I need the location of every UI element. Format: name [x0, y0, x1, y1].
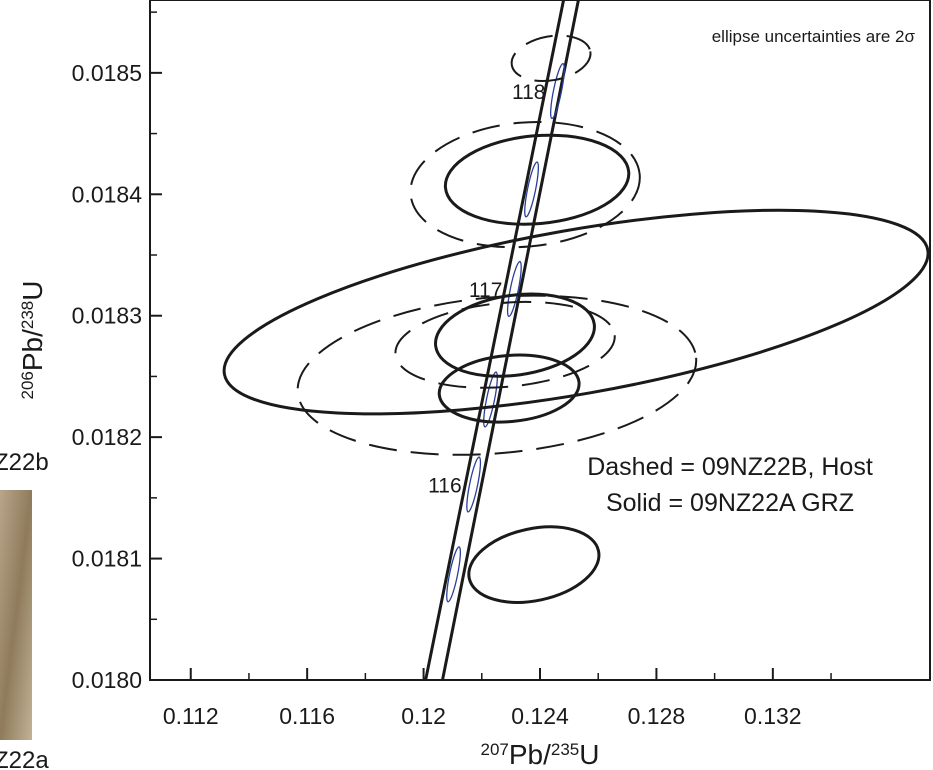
x-tick-label: 0.128 — [628, 703, 686, 729]
age-marker — [524, 161, 540, 218]
y-tick-label: 0.0183 — [72, 303, 142, 329]
x-tick-label: 0.132 — [744, 703, 802, 729]
photo-fragment — [0, 490, 32, 740]
axes: 0.112 0.116 0.12 0.124 0.128 0.132 0.0180 0.018… — [72, 11, 832, 729]
age-marker — [466, 456, 482, 513]
axis-label-part: Pb/ — [509, 739, 551, 770]
axis-label-part: Pb/ — [17, 329, 48, 371]
axis-label-part: 207 — [480, 740, 508, 759]
side-label: Z22a — [0, 747, 49, 770]
solid-ellipse — [434, 292, 596, 378]
solid-ellipse — [443, 133, 631, 226]
x-tick-label: 0.112 — [163, 703, 219, 729]
dashed-ellipse — [510, 34, 592, 83]
x-axis-label: 207Pb/235U — [480, 739, 599, 770]
x-tick-label: 0.12 — [401, 703, 446, 729]
dashed-ellipse — [394, 300, 616, 389]
solid-ellipse — [222, 208, 930, 416]
y-axis-label: 206Pb/238U — [17, 280, 48, 399]
y-tick-label: 0.0181 — [72, 546, 142, 572]
solid-ellipse — [437, 353, 581, 424]
age-marker — [446, 546, 462, 603]
axis-label-part: 206 — [18, 371, 37, 399]
age-label: 118 — [512, 81, 545, 104]
note: ellipse uncertainties are 2σ — [712, 27, 916, 46]
axis-label-part: 235 — [551, 740, 579, 759]
legend-text: Solid = 09NZ22A GRZ — [606, 489, 854, 517]
legend-text: Dashed = 09NZ22B, Host — [587, 453, 873, 481]
solid-ellipse — [467, 525, 601, 604]
axis-label-part: U — [17, 280, 48, 300]
y-tick-label: 0.0180 — [72, 667, 142, 693]
y-tick-label: 0.0182 — [72, 424, 142, 450]
age-label: 116 — [428, 475, 461, 498]
y-tick-label: 0.0185 — [72, 60, 142, 86]
age-marker — [550, 62, 565, 120]
dashed-ellipse — [409, 120, 641, 249]
concordia-line — [424, 0, 566, 680]
age-marker — [506, 260, 522, 318]
age-marker — [483, 371, 498, 428]
x-tick-label: 0.116 — [279, 703, 335, 729]
x-tick-label: 0.124 — [511, 703, 569, 729]
side-label: Z22b — [0, 449, 49, 476]
dashed-ellipse — [296, 294, 698, 456]
axis-label-part: 238 — [18, 301, 37, 329]
axis-label-part: U — [579, 739, 599, 770]
y-tick-label: 0.0184 — [72, 181, 143, 207]
